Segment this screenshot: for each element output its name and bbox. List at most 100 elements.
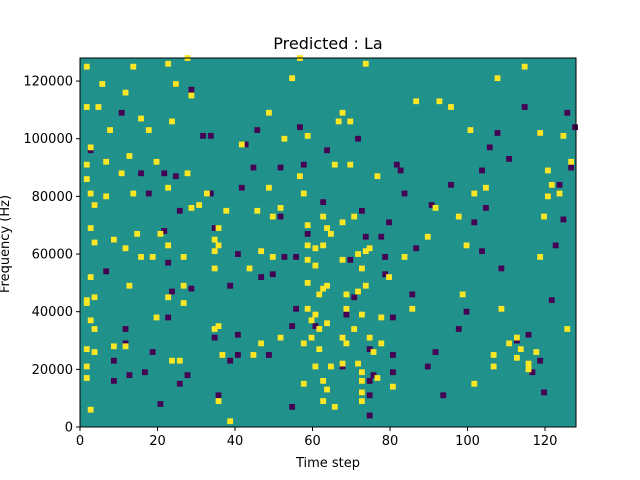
heatmap-cell-high	[83, 375, 90, 381]
heatmap-cell-high	[227, 418, 234, 425]
heatmap-cell-high	[324, 225, 330, 231]
heatmap-cell-high	[362, 282, 369, 289]
heatmap-cell-high	[297, 173, 303, 180]
heatmap-cell-low	[483, 205, 489, 211]
heatmap-cell-low	[184, 372, 191, 378]
heatmap-cell-high	[374, 375, 381, 381]
heatmap-cell-low	[300, 161, 307, 168]
heatmap-cell-low	[525, 331, 532, 338]
heatmap-cell-high	[320, 242, 327, 249]
heatmap-cell-high	[359, 377, 365, 384]
heatmap-cell-low	[393, 161, 400, 168]
heatmap-cell-low	[165, 314, 172, 321]
heatmap-cell-high	[281, 135, 288, 142]
heatmap-cell-high	[331, 403, 338, 410]
heatmap-cell-high	[87, 406, 94, 413]
heatmap-cell-low	[238, 184, 245, 191]
heatmap-cell-low	[207, 132, 214, 139]
heatmap-cell-low	[432, 349, 439, 355]
heatmap-cell-low	[486, 144, 493, 151]
heatmap-cell-low	[235, 331, 241, 338]
heatmap-cell-high	[304, 132, 311, 139]
heatmap-cell-low	[293, 305, 299, 312]
heatmap-cell-high	[359, 398, 365, 404]
heatmap-cell-low	[572, 124, 578, 131]
y-tick-label: 100000	[23, 132, 73, 147]
heatmap-cell-low	[157, 401, 164, 407]
heatmap-cell-high	[359, 369, 365, 376]
x-tick-label: 120	[533, 434, 558, 449]
heatmap-cell-high	[91, 239, 98, 246]
heatmap-cell-low	[552, 242, 559, 249]
heatmap-cell-high	[343, 291, 350, 298]
heatmap-cell-high	[238, 141, 245, 148]
heatmap-cell-high	[126, 153, 133, 159]
heatmap-cell-low	[207, 190, 214, 197]
heatmap-cell-low	[211, 225, 218, 231]
heatmap-cell-low	[390, 369, 396, 376]
heatmap-cell-high	[370, 349, 377, 355]
heatmap-cell-low	[401, 190, 408, 197]
heatmap-cell-high	[343, 305, 350, 312]
heatmap-cell-high	[83, 104, 90, 110]
heatmap-cell-high	[111, 236, 117, 243]
heatmap-cell-high	[157, 230, 164, 237]
heatmap-cell-low	[277, 213, 284, 220]
heatmap-cell-low	[103, 268, 110, 275]
heatmap-cell-low	[386, 219, 392, 226]
heatmap-cell-low	[351, 294, 358, 301]
heatmap-cell-high	[448, 104, 454, 110]
heatmap-cell-low	[541, 389, 547, 396]
heatmap-cell-low	[506, 156, 513, 162]
heatmap-cell-low	[122, 326, 129, 332]
heatmap-cell-low	[277, 164, 284, 171]
heatmap-cell-low	[293, 254, 299, 260]
heatmap-cell-low	[529, 369, 536, 376]
heatmap-cell-low	[382, 271, 389, 278]
heatmap-cell-low	[440, 392, 447, 399]
heatmap-cell-low	[142, 369, 148, 376]
heatmap-cell-high	[335, 118, 342, 125]
heatmap-cell-high	[223, 207, 230, 214]
heatmap-cell-high	[316, 326, 323, 332]
heatmap-cell-high	[215, 323, 222, 329]
heatmap-cell-high	[494, 75, 501, 82]
heatmap-cell-high	[149, 254, 156, 260]
heatmap-cell-low	[254, 127, 261, 133]
heatmap-cell-high	[347, 161, 354, 168]
heatmap-cell-high	[355, 251, 361, 257]
heatmap-cell-low	[409, 291, 416, 298]
heatmap-cell-high	[91, 294, 98, 301]
heatmap-cell-high	[266, 109, 272, 116]
heatmap-cell-low	[227, 282, 234, 289]
heatmap-cell-low	[424, 363, 431, 370]
heatmap-cell-high	[165, 60, 172, 67]
heatmap-cell-high	[506, 340, 513, 347]
heatmap-cell-high	[169, 118, 175, 125]
heatmap-cell-high	[138, 254, 144, 260]
heatmap-cell-low	[87, 147, 94, 154]
heatmap-cell-high	[424, 233, 431, 240]
y-tick-label: 60000	[32, 248, 73, 263]
heatmap-cell-low	[498, 265, 505, 272]
heatmap-cell-low	[548, 297, 555, 304]
heatmap-cell-high	[215, 398, 222, 404]
heatmap-cell-high	[215, 242, 222, 249]
heatmap-cell-low	[111, 357, 117, 364]
heatmap-cell-low	[289, 403, 296, 410]
heatmap-cell-high	[289, 75, 296, 82]
heatmap-cell-high	[83, 176, 90, 182]
heatmap-cell-high	[556, 190, 563, 197]
heatmap-cell-high	[378, 314, 385, 321]
heatmap-cell-high	[304, 222, 311, 229]
heatmap-cell-low	[269, 271, 276, 278]
heatmap-cell-high	[91, 202, 98, 208]
heatmap-cell-low	[463, 308, 470, 315]
heatmap-cell-high	[316, 346, 323, 353]
heatmap-cell-low	[494, 130, 501, 136]
heatmap-cell-low	[413, 245, 420, 252]
heatmap-cell-high	[304, 242, 311, 249]
heatmap-cell-low	[111, 377, 117, 384]
heatmap-cell-high	[111, 343, 117, 350]
